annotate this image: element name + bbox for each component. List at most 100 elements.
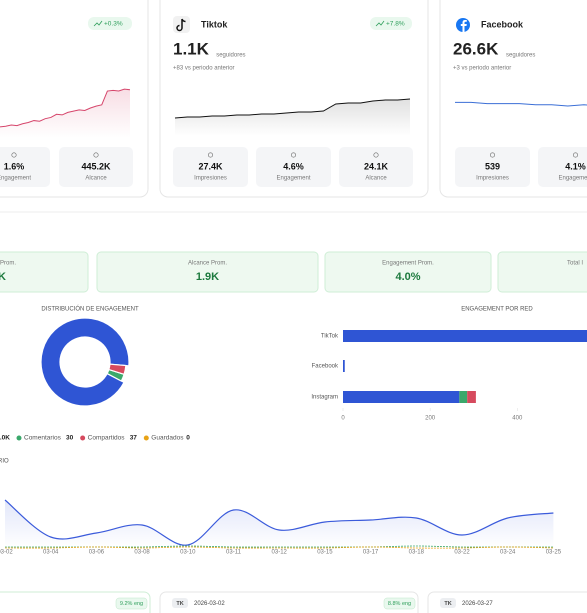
sparkline <box>0 88 131 128</box>
followers-change: +83 vs periodo anterior <box>173 66 235 72</box>
x-tick-label: 03-11 <box>226 550 242 556</box>
legend-label: Comentarios <box>24 435 62 442</box>
x-tick-label: 03-08 <box>134 550 150 556</box>
stat-value: 1.6% <box>4 161 25 171</box>
summary-label: Alcance Prom. <box>188 261 227 267</box>
y-tick-label: Facebook <box>312 364 339 370</box>
followers-unit: seguidores <box>216 53 245 59</box>
chart-title: DISTRIBUCIÓN DE ENGAGEMENT <box>41 306 139 313</box>
stat-value: 24.1K <box>364 161 389 171</box>
network-tag: TK <box>444 601 451 607</box>
trend-icon <box>375 20 385 27</box>
stat-icon <box>290 152 296 158</box>
stat-value: 27.4K <box>198 161 223 171</box>
x-tick-label: 03-17 <box>363 550 379 556</box>
post-card <box>427 591 587 613</box>
badge-bg <box>88 17 132 30</box>
badge-text: +7.8% <box>386 21 405 28</box>
bar-segment <box>343 360 345 372</box>
network-name: Facebook <box>481 19 524 29</box>
post-card <box>159 591 419 613</box>
x-tick-label: 03-18 <box>409 550 425 556</box>
stat-label: Engagement <box>276 176 310 182</box>
summary-label: Prom. <box>0 261 16 267</box>
x-tick-label: 200 <box>425 416 436 422</box>
donut-slice <box>108 363 127 376</box>
x-tick-label: 03-15 <box>317 550 333 556</box>
stat-icon <box>208 152 214 158</box>
followers-unit: seguidores <box>506 53 535 59</box>
x-tick-label: 0 <box>341 416 345 422</box>
legend-dot <box>16 435 22 441</box>
stat-label: Alcance <box>85 176 107 182</box>
x-tick-label: 03-02 <box>0 550 13 556</box>
followers-change: +3 vs periodo anterior <box>453 66 511 72</box>
stat-label: Impresiones <box>476 176 509 182</box>
summary-label: Engagement Prom. <box>382 261 434 267</box>
legend-value: 1.0K <box>0 435 10 442</box>
stat-icon <box>572 152 578 158</box>
badge-bg <box>370 17 412 30</box>
x-tick-label: 03-25 <box>546 550 562 556</box>
stat-value: 4.1% <box>565 161 586 171</box>
legend-value: 37 <box>130 435 138 442</box>
stat-box <box>339 147 413 187</box>
line-area <box>5 500 554 548</box>
summary-box <box>0 251 89 293</box>
legend-dot <box>80 435 86 441</box>
bar-segment <box>343 330 587 342</box>
summary-value: 1.9K <box>196 271 219 283</box>
eng-badge <box>115 597 148 610</box>
summary-value: 4.0% <box>395 271 420 283</box>
legend-dot <box>143 435 149 441</box>
x-tick-label: 400 <box>512 416 523 422</box>
spark-area <box>175 99 410 136</box>
chart-title: ENGAGEMENT POR RED <box>461 307 533 313</box>
facebook-glyph <box>460 20 467 32</box>
stat-box <box>0 147 50 187</box>
stat-icon <box>11 152 17 158</box>
eng-badge <box>383 597 416 610</box>
legend-label: Compartidos <box>88 435 126 442</box>
stat-value: 4.6% <box>283 161 304 171</box>
stat-label: Engagement <box>558 176 587 182</box>
bar-segment <box>467 391 476 403</box>
summary-value: K <box>0 271 6 283</box>
x-tick-label: 03-06 <box>89 550 105 556</box>
stat-label: Engagement <box>0 176 31 182</box>
sparkline <box>455 101 587 107</box>
stat-label: Alcance <box>365 176 387 182</box>
eng-badge-text: 9.2% eng <box>120 601 143 607</box>
bar-segment <box>459 391 468 403</box>
post-date: 2026-03-27 <box>462 601 493 607</box>
legend-label: Guardados <box>151 435 184 442</box>
sparkline <box>174 98 411 119</box>
stat-icon <box>373 152 379 158</box>
legend-value: 0 <box>186 435 190 442</box>
followers-value: 26.6K <box>453 39 499 58</box>
stat-label: Impresiones <box>194 176 227 182</box>
network-name: Tiktok <box>201 19 228 29</box>
stat-value: 539 <box>485 161 500 171</box>
network-pill <box>172 598 188 608</box>
y-tick-label: TikTok <box>321 334 339 340</box>
bar-segment <box>343 391 460 403</box>
x-tick-label: 03-10 <box>180 550 196 556</box>
stat-value: 445.2K <box>81 161 111 171</box>
tiktok-glyph <box>176 18 186 32</box>
trend-icon <box>93 20 103 27</box>
x-tick-label: 03-12 <box>272 550 288 556</box>
stat-icon <box>93 152 99 158</box>
y-tick-label: Instagram <box>311 395 338 401</box>
summary-label: Total I <box>567 261 583 267</box>
x-tick-label: 03-22 <box>454 550 470 556</box>
legend-value: 30 <box>66 435 74 442</box>
stat-box <box>256 147 331 187</box>
badge-text: +0.3% <box>104 21 123 28</box>
stat-box <box>59 147 133 187</box>
stat-box <box>455 147 530 187</box>
line-series <box>4 499 554 546</box>
x-tick-label: 03-04 <box>43 550 59 556</box>
